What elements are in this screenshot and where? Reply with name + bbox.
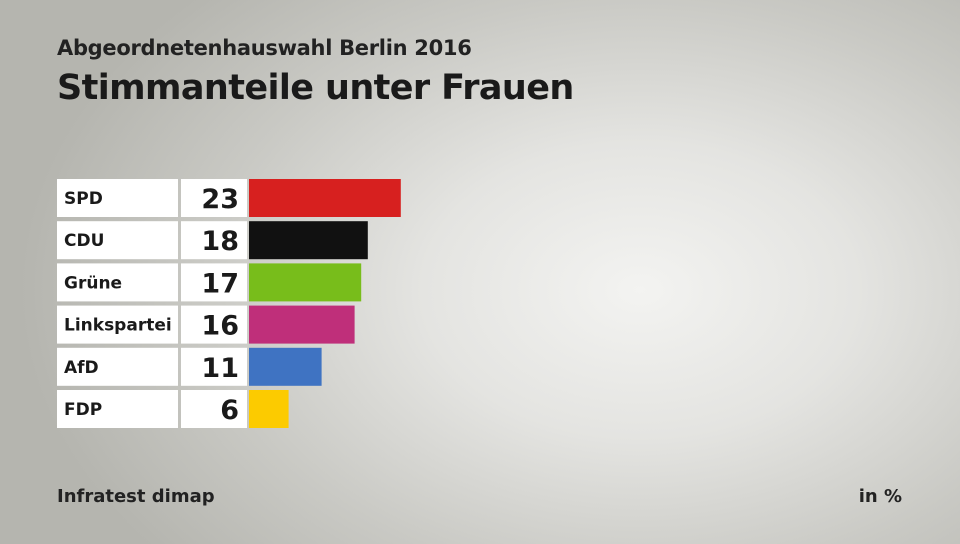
value-label: 17 [201, 268, 239, 299]
value-label-cell [181, 263, 247, 302]
category-label: Linkspartei [64, 316, 172, 336]
category-label-cell [57, 263, 178, 302]
chart-subtitle: Abgeordnetenhauswahl Berlin 2016 [57, 36, 472, 60]
value-label: 6 [220, 395, 239, 426]
value-label-cell [181, 347, 247, 386]
category-label: AfD [64, 358, 99, 378]
category-label-cell [57, 179, 178, 217]
category-label-cell [57, 305, 178, 344]
value-label-cell [181, 179, 247, 217]
category-label: FDP [64, 400, 102, 420]
value-label-cell [181, 305, 247, 344]
value-label: 16 [201, 311, 239, 342]
value-label: 11 [201, 353, 239, 384]
category-label-cell [57, 347, 178, 386]
unit-label: in % [858, 486, 902, 507]
bar-afd [249, 347, 322, 386]
bar-linkspartei [249, 305, 355, 344]
chart-title: Stimmanteile unter Frauen [57, 68, 574, 108]
category-label-cell [57, 390, 178, 428]
bar-fdp [249, 390, 289, 428]
category-label: Grüne [64, 273, 122, 293]
value-label-cell [181, 390, 247, 428]
category-label-cell [57, 221, 178, 260]
value-label-cell [181, 221, 247, 260]
category-label: CDU [64, 231, 104, 251]
bar-spd [249, 179, 401, 217]
source-label: Infratest dimap [57, 486, 215, 507]
category-label: SPD [64, 189, 103, 209]
value-label: 23 [201, 184, 239, 215]
value-label: 18 [201, 226, 239, 257]
bar-cdu [249, 221, 368, 260]
bar-grüne [249, 263, 362, 302]
